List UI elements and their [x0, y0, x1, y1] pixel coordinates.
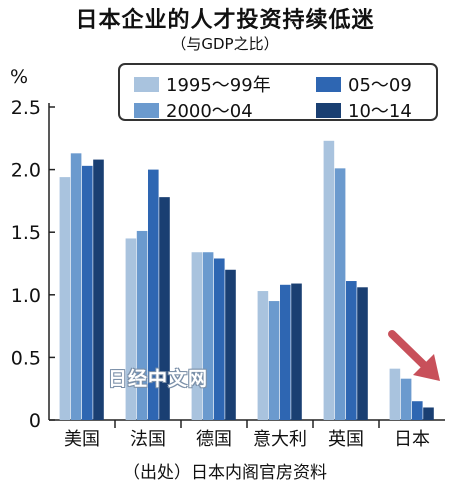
x-tick-label: 美国	[64, 429, 100, 450]
bar	[334, 168, 346, 420]
bar	[59, 177, 71, 420]
bar	[136, 230, 148, 420]
legend-label: 2000～04	[166, 101, 253, 122]
x-tick-label: 意大利	[253, 429, 307, 450]
bar	[225, 269, 236, 420]
legend-swatch	[134, 102, 159, 118]
x-tick-label: 英国	[328, 429, 364, 450]
x-tick-label: 德国	[196, 429, 232, 450]
bar	[191, 252, 203, 420]
watermark: 日经中文网	[108, 368, 209, 390]
bar	[323, 140, 335, 420]
bar	[280, 284, 291, 420]
legend-label: 10～14	[348, 101, 412, 122]
y-tick-label: 2.0	[11, 160, 41, 182]
bar	[423, 407, 434, 420]
bar	[159, 197, 170, 420]
y-tick-label: 2.5	[11, 97, 41, 119]
chart-legend: 1995～99年 2000～04 05～09 10～14	[118, 63, 438, 123]
source-note: （出处）日本内阁官房资料	[123, 463, 327, 483]
legend-swatch	[316, 102, 341, 118]
bar	[291, 283, 302, 420]
legend-label: 05～09	[348, 75, 412, 96]
decline-arrow-shaft	[388, 330, 432, 373]
decline-arrow-head	[413, 354, 440, 381]
y-tick-label: 0.5	[11, 347, 41, 369]
legend-item-2000-04: 2000～04	[134, 97, 253, 123]
bar	[357, 287, 368, 420]
legend-item-10-14: 10～14	[316, 97, 412, 123]
y-tick-label: 0	[29, 410, 41, 432]
bar	[389, 368, 401, 420]
y-tick-label: 1.5	[11, 222, 41, 244]
legend-swatch	[316, 76, 341, 92]
x-tick-label: 法国	[130, 429, 166, 450]
legend-item-05-09: 05～09	[316, 71, 412, 97]
bar	[412, 401, 423, 420]
legend-swatch	[134, 76, 159, 92]
legend-item-1995-99: 1995～99年	[134, 71, 271, 97]
bar	[148, 169, 159, 420]
x-tick-label: 日本	[394, 429, 430, 450]
bar	[82, 165, 93, 420]
bar	[400, 378, 412, 420]
chart-subtitle: （与GDP之比）	[171, 35, 279, 53]
y-axis-unit: %	[10, 66, 29, 88]
bar	[257, 291, 269, 420]
bar	[268, 301, 280, 420]
bar	[214, 258, 225, 420]
bar	[202, 252, 214, 420]
bar	[93, 159, 104, 421]
bar	[125, 238, 137, 420]
bar	[70, 153, 82, 420]
chart-title: 日本企业的人才投资持续低迷	[75, 8, 375, 33]
y-tick-label: 1.0	[11, 285, 41, 307]
legend-label: 1995～99年	[166, 75, 271, 96]
bar	[346, 281, 357, 420]
